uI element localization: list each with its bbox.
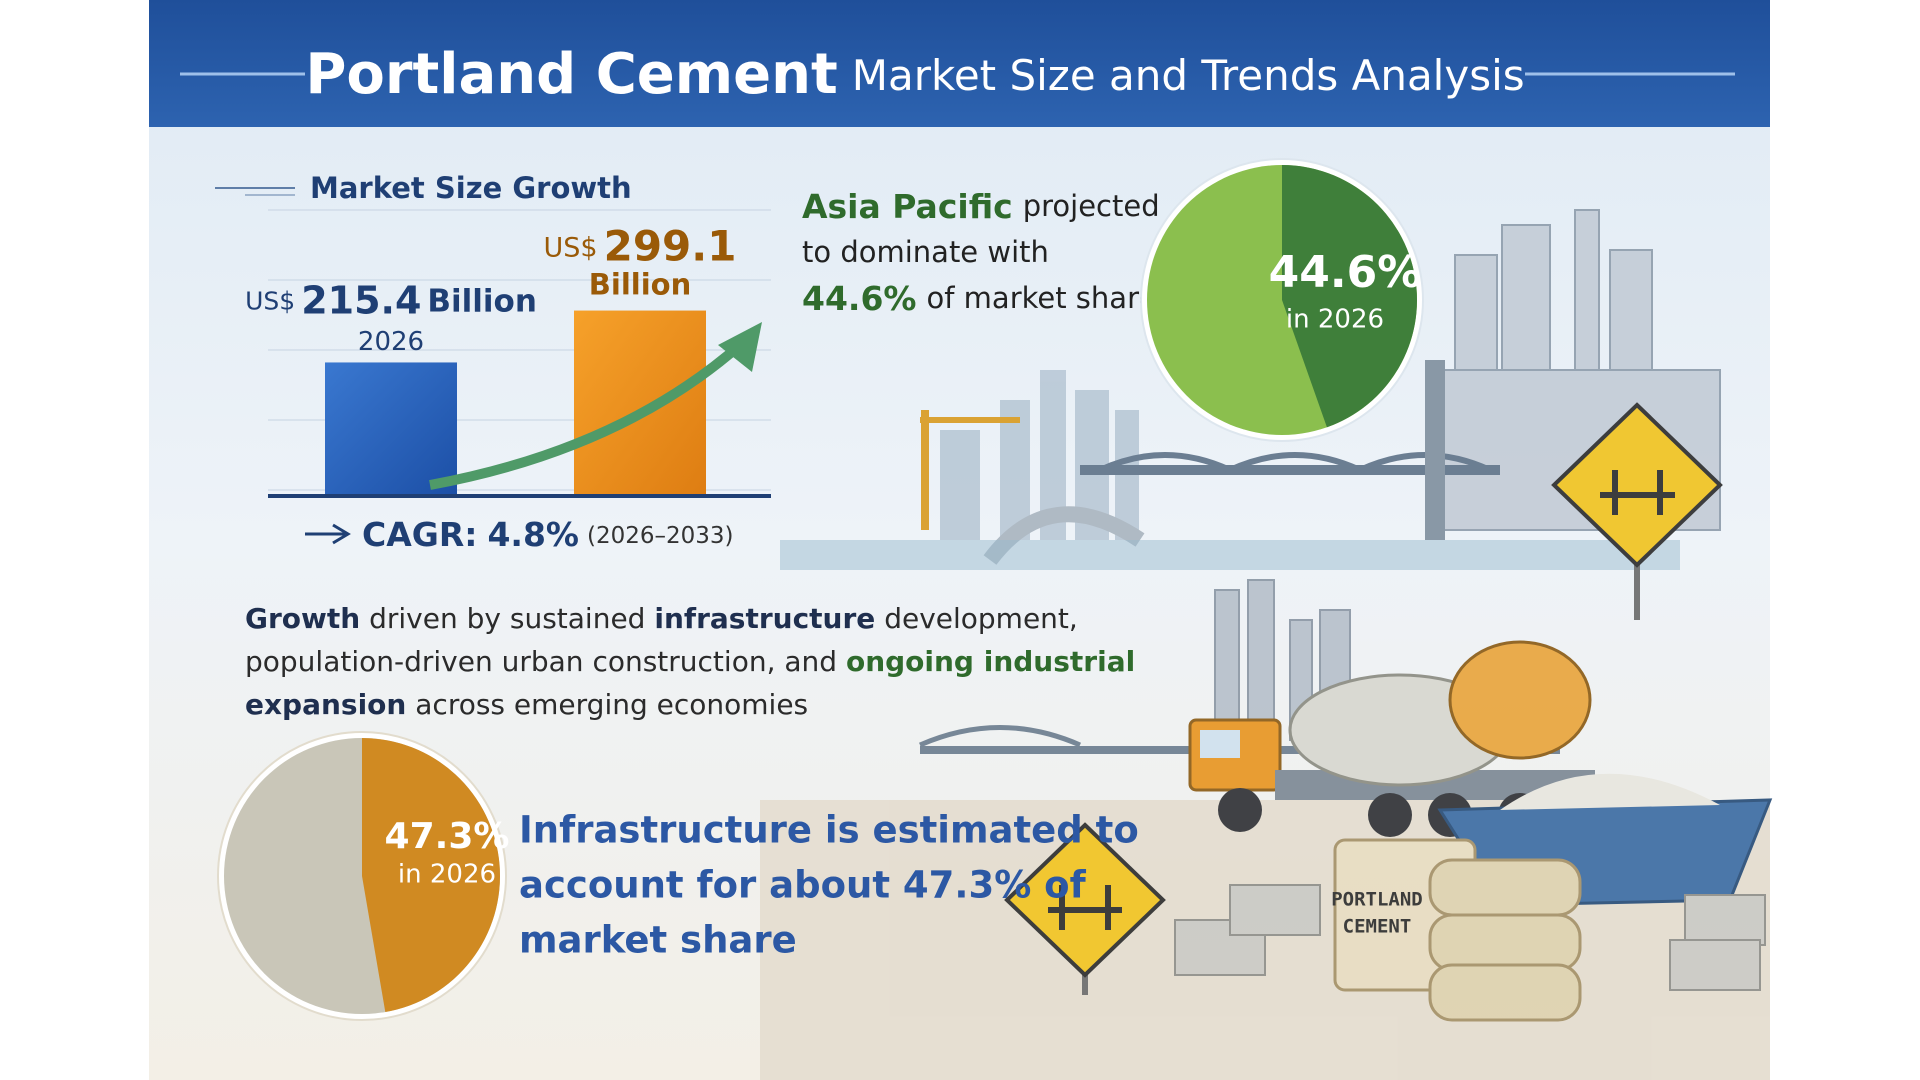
bag-label: CEMENT [1343,916,1412,938]
region-highlight: Asia Pacific [802,187,1013,226]
driver-segment: Growth [245,602,360,635]
title-bold: Portland Cement [305,42,837,107]
region-text: to dominate with [802,235,1049,269]
region-line: Asia Pacific projected [802,187,1160,226]
illustration: PORTLAND CEMENT [760,209,1773,1080]
title-rest: Market Size and Trends Analysis [852,51,1525,100]
currency: US$ [245,286,295,315]
region-text: projected [1023,189,1160,223]
cagr-value: 4.8% [487,515,579,554]
pie-year: in 2026 [1286,305,1384,335]
region-value: 44.6% [802,279,917,318]
bar [325,362,457,496]
driver-line: population-driven urban construction, an… [245,645,1135,678]
segment-line: market share [519,919,797,962]
cagr: CAGR: 4.8% (2026–2033) [362,515,734,554]
pie-value: 44.6% [1269,247,1422,298]
bar-year: 2026 [358,327,424,357]
pie-year: in 2026 [398,860,496,890]
bar-unit: Billion [589,268,691,302]
driver-segment: development, [875,602,1078,635]
pie-value: 47.3% [385,816,510,857]
segment-line: Infrastructure is estimated to [519,809,1139,852]
driver-segment: infrastructure [654,602,875,635]
cagr-label: CAGR: [362,515,477,554]
bar [574,310,706,496]
pie-slice [1282,165,1417,428]
segment-line: account for about 47.3% of [519,864,1087,907]
currency: US$ [544,232,598,263]
region-text: of market share [927,281,1157,315]
cagr-arrow [305,523,351,545]
growth-arrow-head [718,322,762,372]
amount: 299.1 [604,221,737,270]
amount: 215.4 [301,278,421,322]
driver-segment: driven by sustained [360,602,654,635]
drivers: Growth driven by sustained infrastructur… [245,602,1135,721]
title: Portland Cement Market Size and Trends An… [305,42,1524,107]
driver-segment: ongoing industrial [846,645,1135,678]
driver-line: Growth driven by sustained infrastructur… [245,602,1078,635]
bag-label: PORTLAND [1331,889,1423,911]
segment-pie [217,731,507,1021]
bar-label: US$ 299.1 [544,221,737,270]
pie-slice [362,737,501,1013]
bar-label: US$ 215.4 Billion [245,278,537,322]
unit: Billion [427,283,537,319]
section-heading: Market Size Growth [310,171,632,205]
growth-arrow [429,341,744,490]
driver-segment: expansion [245,688,406,721]
driver-segment: across emerging economies [406,688,808,721]
segment-text: Infrastructure is estimated to account fo… [519,809,1139,962]
driver-line: expansion across emerging economies [245,688,808,721]
cagr-period: (2026–2033) [587,523,734,549]
header-band [149,0,1770,127]
driver-segment: population-driven urban construction, an… [245,645,846,678]
region-line: 44.6% of market share [802,279,1156,318]
region-pie [1140,158,1424,442]
